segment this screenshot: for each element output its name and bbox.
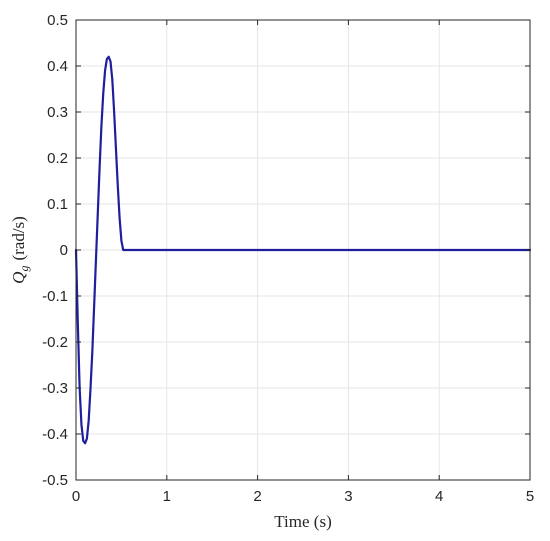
series-line xyxy=(74,55,532,445)
x-tick-label: 5 xyxy=(526,488,534,505)
x-axis-ticks: 0 1 2 3 4 5 xyxy=(72,20,534,505)
y-tick-label: -0.3 xyxy=(42,380,68,397)
y-tick-label: 0.4 xyxy=(47,58,68,75)
y-axis-unit: (rad/s) xyxy=(9,216,28,260)
x-axis-label: Time (s) xyxy=(274,512,331,531)
y-tick-label: -0.4 xyxy=(42,426,68,443)
x-tick-label: 0 xyxy=(72,488,80,505)
x-tick-label: 4 xyxy=(435,488,443,505)
y-tick-label: 0.1 xyxy=(47,196,68,213)
y-tick-label: -0.2 xyxy=(42,334,68,351)
plot-area xyxy=(74,19,532,481)
x-tick-label: 3 xyxy=(344,488,352,505)
x-tick-label: 1 xyxy=(163,488,171,505)
y-axis-ticks: 0.5 0.4 0.3 0.2 0.1 0 -0.1 -0.2 -0.3 -0.4 -0.5 xyxy=(42,12,530,489)
y-axis-subscript: g xyxy=(17,266,31,272)
y-tick-label: 0 xyxy=(60,242,68,259)
y-tick-label: 0.2 xyxy=(47,150,68,167)
y-axis-symbol: Q xyxy=(9,272,28,284)
y-tick-label: 0.5 xyxy=(47,12,68,29)
x-tick-label: 2 xyxy=(253,488,261,505)
y-tick-label: -0.5 xyxy=(42,472,68,489)
y-tick-label: 0.3 xyxy=(47,104,68,121)
y-axis-label: Qg (rad/s) xyxy=(9,216,31,284)
y-tick-label: -0.1 xyxy=(42,288,68,305)
